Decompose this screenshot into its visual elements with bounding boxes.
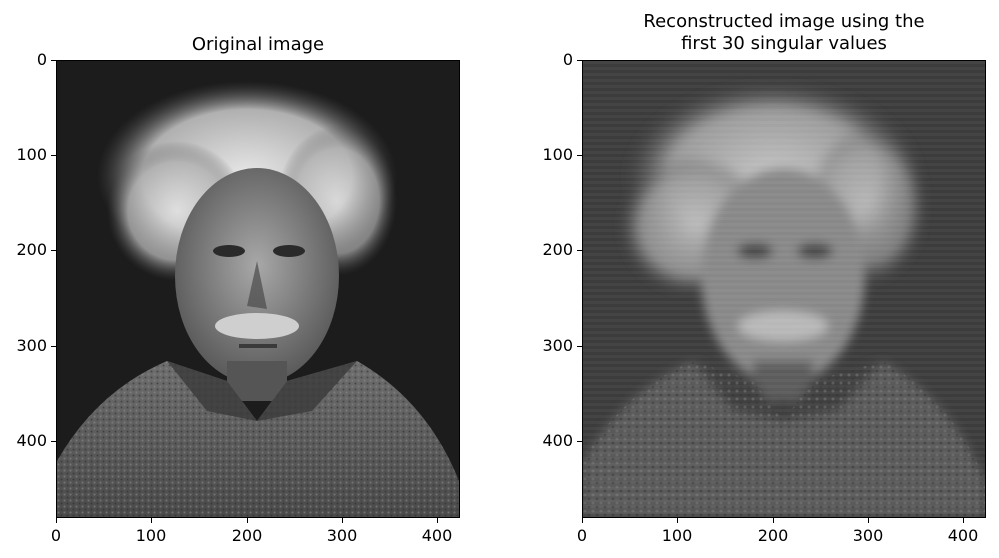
y-tick-label: 400 (542, 431, 573, 450)
x-tick-label: 0 (50, 526, 62, 545)
x-tick-label: 400 (947, 526, 979, 545)
x-tick-label: 400 (421, 526, 453, 545)
y-tick-mark (51, 346, 56, 347)
x-tick-label: 200 (757, 526, 789, 545)
x-tick-label: 100 (661, 526, 693, 545)
subplot-title-reconstructed: Reconstructed image using the first 30 s… (582, 11, 986, 55)
x-tick-label: 300 (326, 526, 358, 545)
x-tick-mark (773, 518, 774, 523)
x-tick-label: 0 (576, 526, 588, 545)
title-line-2: first 30 singular values (681, 33, 887, 54)
y-tick-mark (577, 250, 582, 251)
portrait-image-original (57, 61, 459, 517)
image-axes-reconstructed (582, 60, 986, 518)
x-tick-mark (582, 518, 583, 523)
y-tick-mark (51, 155, 56, 156)
y-tick-mark (51, 441, 56, 442)
x-tick-label: 300 (852, 526, 884, 545)
x-tick-label: 200 (231, 526, 263, 545)
x-tick-mark (56, 518, 57, 523)
x-tick-mark (437, 518, 438, 523)
x-tick-mark (342, 518, 343, 523)
y-tick-label: 200 (542, 240, 573, 259)
x-tick-label: 100 (135, 526, 167, 545)
y-tick-mark (51, 60, 56, 61)
subplot-title-original: Original image (56, 34, 460, 56)
x-tick-mark (151, 518, 152, 523)
x-tick-mark (247, 518, 248, 523)
y-tick-label: 100 (542, 145, 573, 164)
y-tick-mark (577, 60, 582, 61)
y-tick-label: 0 (36, 50, 47, 69)
title-line-1: Original image (191, 34, 325, 55)
y-tick-mark (577, 441, 582, 442)
y-tick-label: 400 (16, 431, 47, 450)
y-tick-label: 0 (562, 50, 573, 69)
image-axes-original (56, 60, 460, 518)
y-tick-label: 300 (16, 336, 47, 355)
y-tick-mark (51, 250, 56, 251)
y-tick-label: 200 (16, 240, 47, 259)
y-tick-mark (577, 346, 582, 347)
x-tick-mark (677, 518, 678, 523)
title-line-1: Reconstructed image using the (643, 11, 925, 32)
y-tick-label: 100 (16, 145, 47, 164)
x-tick-mark (868, 518, 869, 523)
x-tick-mark (963, 518, 964, 523)
portrait-image-reconstructed (583, 61, 985, 517)
y-tick-label: 300 (542, 336, 573, 355)
y-tick-mark (577, 155, 582, 156)
